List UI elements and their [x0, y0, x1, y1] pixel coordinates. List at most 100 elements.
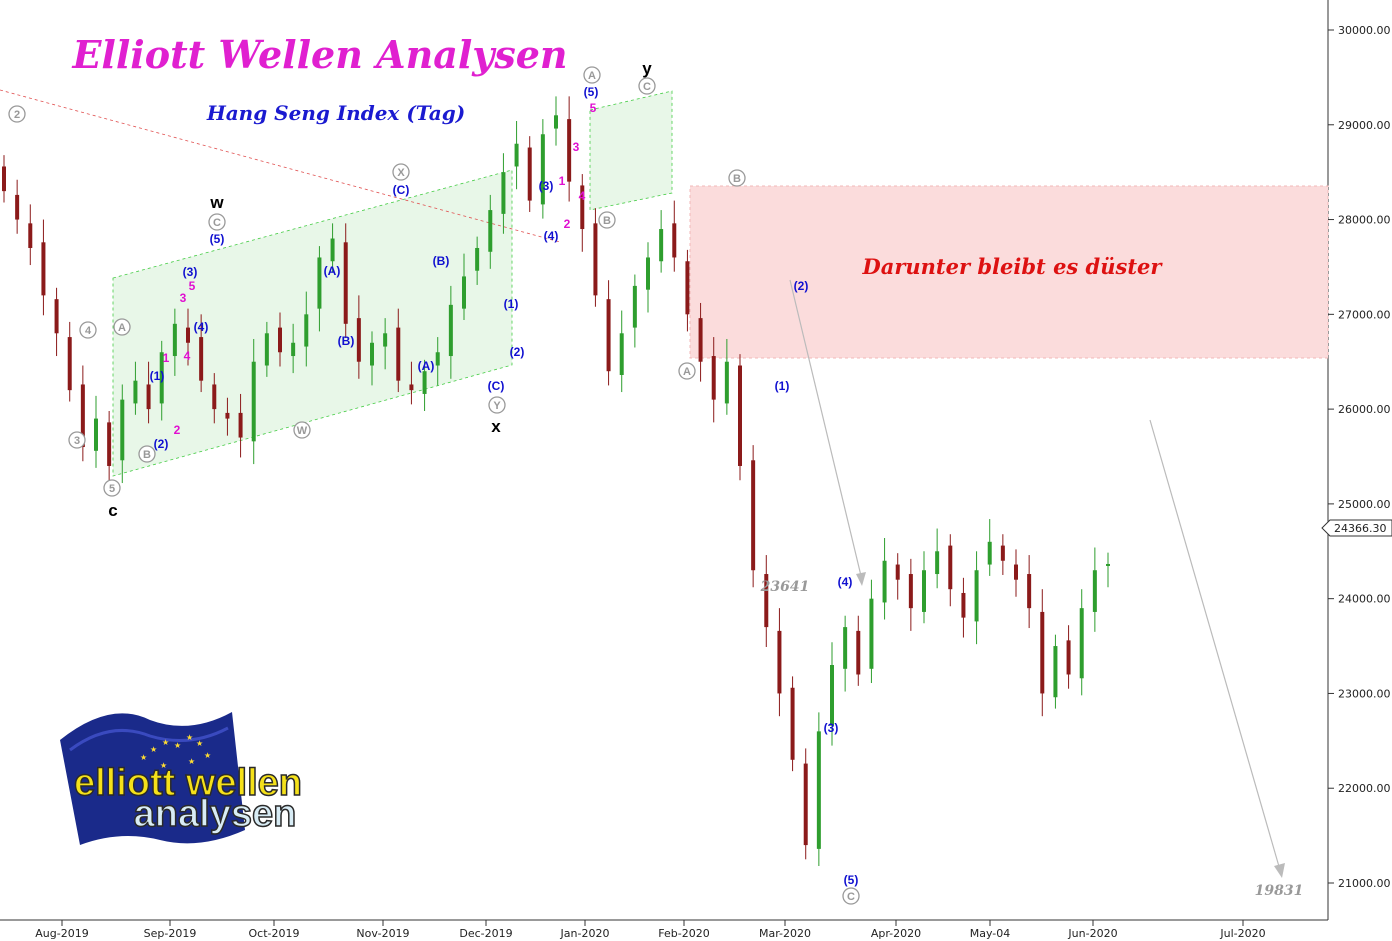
- svg-text:★: ★: [204, 751, 211, 760]
- wave-blue-11: (1): [504, 297, 519, 311]
- candle-body: [606, 299, 611, 372]
- svg-text:★: ★: [174, 741, 181, 750]
- candle-body: [711, 356, 716, 400]
- candle-body: [356, 318, 361, 362]
- wave-minor-5: 1: [559, 174, 566, 188]
- candle-body: [593, 223, 598, 296]
- candle-body: [974, 570, 979, 622]
- candle-body: [751, 460, 756, 571]
- wave-circled-7-ring: [293, 421, 311, 439]
- candle-body: [448, 304, 453, 357]
- level-label: 23641: [760, 579, 810, 595]
- wave-blue-4: (2): [154, 437, 169, 451]
- wave-circled-2: A: [118, 322, 126, 334]
- candle-body: [238, 412, 243, 438]
- wave-circled-11: C: [643, 81, 651, 93]
- svg-text:★: ★: [150, 745, 157, 754]
- candle-body: [777, 630, 782, 694]
- candle-body: [1106, 563, 1110, 566]
- wave-circled-14-ring: [678, 362, 696, 380]
- candle-body: [882, 560, 887, 603]
- candle-body: [1014, 564, 1018, 580]
- wave-blue-12: (2): [510, 345, 525, 359]
- candle-body: [2, 166, 6, 192]
- wave-circled-4-ring: [103, 479, 121, 497]
- candle-body: [685, 261, 690, 315]
- wave-blue-3: (1): [150, 369, 165, 383]
- time-axis: Aug-2019 Sep-2019 Oct-2019 Nov-2019 Dec-2019…: [35, 920, 1266, 940]
- candle-body: [895, 564, 900, 580]
- wave-minor-3: 4: [184, 349, 191, 363]
- svg-text:★: ★: [196, 739, 203, 748]
- wave-minor-4: 5: [189, 279, 196, 293]
- wave-circled-11-ring: [638, 77, 656, 95]
- candle-body: [264, 333, 269, 366]
- candle-body: [843, 627, 848, 669]
- wave-blue-2: (4): [194, 320, 209, 334]
- candle-body: [659, 229, 664, 262]
- svg-text:★: ★: [162, 738, 169, 747]
- wave-blue-5: (A): [324, 264, 341, 278]
- wave-blue-1: (3): [183, 265, 198, 279]
- candle-body: [107, 422, 112, 466]
- projection-arrow-1: [789, 279, 863, 581]
- y-tick-label: 23000.00: [1338, 687, 1391, 700]
- wave-circled-15-ring: [842, 887, 860, 905]
- svg-text:★: ★: [188, 757, 195, 766]
- candle-body: [869, 598, 874, 669]
- y-tick-label: 22000.00: [1338, 782, 1391, 795]
- last-price-label: 24366.30: [1334, 522, 1387, 535]
- candle-body: [409, 384, 414, 391]
- candle-body: [54, 299, 59, 334]
- candle-body: [370, 342, 374, 366]
- channel-2: [589, 90, 673, 211]
- candle-body: [698, 318, 703, 362]
- wave-w-label: w: [209, 193, 224, 212]
- candle-body: [212, 384, 217, 410]
- wave-circled-15: C: [847, 891, 855, 903]
- wave-circled-5-ring: [138, 445, 156, 463]
- wave-minor-0: 1: [163, 351, 170, 365]
- candle-body: [1053, 646, 1058, 698]
- candles-group: [2, 96, 1110, 866]
- candle-body: [172, 323, 177, 357]
- candle-body: [1092, 570, 1097, 612]
- y-tick-label: 25000.00: [1338, 498, 1391, 511]
- wave-circled-1-ring: [79, 321, 97, 339]
- x-tick-label: Nov-2019: [356, 927, 409, 940]
- wave-circled-6: C: [213, 217, 221, 229]
- candle-body: [1040, 611, 1045, 694]
- candle-body: [67, 337, 72, 391]
- candle-body: [435, 352, 440, 366]
- candle-body: [41, 242, 46, 296]
- wave-blue-8: (B): [433, 254, 450, 268]
- wave-minor-7: 3: [573, 140, 580, 154]
- wave-y-label: y: [642, 59, 652, 78]
- wave-blue-19: (4): [838, 575, 853, 589]
- candle-body: [133, 380, 138, 404]
- candle-body: [186, 327, 190, 343]
- candle-body: [225, 412, 230, 419]
- wave-circled-1: 4: [85, 325, 92, 337]
- x-tick-label: Sep-2019: [144, 927, 197, 940]
- wave-x-label: x: [491, 417, 501, 436]
- chart-title: Elliott Wellen Analysen: [71, 32, 567, 77]
- wave-blue-9: (C): [393, 183, 410, 197]
- wave-circled-14: A: [683, 366, 691, 378]
- candle-body: [330, 238, 335, 262]
- elliott-wellen-logo: ★★ ★ ★★★ ★★★ elliott wellen analysen: [60, 712, 303, 845]
- candle-body: [790, 687, 795, 760]
- wave-blue-7: (A): [418, 359, 435, 373]
- candle-body: [580, 185, 585, 230]
- candle-body: [961, 592, 966, 618]
- y-tick-label: 27000.00: [1338, 308, 1391, 321]
- candle-body: [1066, 640, 1071, 675]
- logo-line2: analysen: [134, 793, 297, 835]
- wave-circled-13-ring: [728, 169, 746, 187]
- y-tick-label: 30000.00: [1338, 24, 1391, 37]
- wave-blue-20: (5): [844, 873, 859, 887]
- wave-circled-2-ring: [113, 318, 131, 336]
- y-tick-label: 21000.00: [1338, 877, 1391, 890]
- target-label: 19831: [1255, 883, 1304, 899]
